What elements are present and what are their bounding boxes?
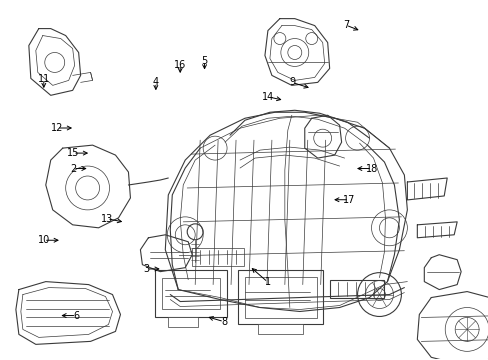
Text: 9: 9 — [288, 77, 295, 87]
Text: 2: 2 — [70, 163, 76, 174]
Text: 13: 13 — [101, 214, 113, 224]
Text: 10: 10 — [38, 235, 50, 245]
Text: 6: 6 — [73, 311, 80, 320]
Text: 14: 14 — [261, 92, 273, 102]
Text: 11: 11 — [38, 74, 50, 84]
Text: 8: 8 — [221, 317, 226, 327]
Bar — [168, 318, 198, 328]
Text: 4: 4 — [152, 77, 159, 87]
Text: 12: 12 — [51, 123, 63, 133]
Bar — [162, 278, 220, 310]
Text: 7: 7 — [342, 20, 348, 30]
Bar — [238, 270, 322, 324]
Text: 1: 1 — [264, 277, 270, 287]
Bar — [155, 270, 226, 318]
Text: 15: 15 — [67, 148, 79, 158]
Bar — [329, 280, 384, 298]
Text: 5: 5 — [201, 56, 207, 66]
Text: 16: 16 — [174, 59, 186, 69]
Bar — [244, 276, 316, 319]
Text: 3: 3 — [143, 264, 149, 274]
Text: 18: 18 — [365, 163, 378, 174]
Bar — [192, 248, 244, 266]
Text: 17: 17 — [343, 195, 355, 205]
Bar — [258, 324, 302, 334]
